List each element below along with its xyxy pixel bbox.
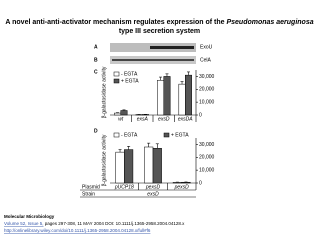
bar bbox=[157, 80, 165, 116]
bar bbox=[181, 181, 191, 184]
bar bbox=[144, 146, 154, 184]
y-axis-label: β-galactosidase activity bbox=[101, 134, 107, 186]
panel-label: B bbox=[94, 57, 98, 63]
blot-label: ExoU bbox=[200, 44, 213, 50]
bar bbox=[185, 74, 192, 116]
legend-label: + EGTA bbox=[171, 132, 189, 138]
title-part: A novel anti-anti-activator mechanism re… bbox=[5, 19, 226, 26]
bar bbox=[163, 76, 171, 116]
citation-line: Volume 52, Issue 5, pages 297-308, 11 MA… bbox=[4, 221, 185, 226]
y-tick-label: 0 bbox=[199, 180, 202, 186]
y-tick-label: 10,000 bbox=[199, 99, 215, 105]
legend-swatch bbox=[113, 78, 120, 84]
y-axis-label: β-galactosidase activity bbox=[101, 66, 107, 118]
y-tick-label: 10,000 bbox=[199, 167, 215, 173]
bar bbox=[120, 110, 128, 116]
panel-label: A bbox=[94, 44, 98, 50]
row-label: Strain bbox=[82, 191, 95, 197]
y-tick-label: 30,000 bbox=[199, 74, 215, 80]
y-tick-label: 30,000 bbox=[199, 142, 215, 148]
y-tick-label: 20,000 bbox=[199, 87, 215, 93]
legend-swatch bbox=[163, 132, 170, 138]
title-line-2: type III secretion system bbox=[119, 28, 200, 35]
x-tick-label: exsA bbox=[137, 116, 149, 122]
citation: pages 297-308, 11 MAY 2004 DOI: 10.1111/… bbox=[45, 221, 185, 226]
bar bbox=[124, 149, 134, 184]
title-part: Pseudomonas aeruginosa bbox=[226, 19, 313, 26]
title-line-1: A novel anti-anti-activator mechanism re… bbox=[5, 19, 313, 26]
legend-label: - EGTA bbox=[121, 132, 138, 138]
row-label: Plasmid bbox=[82, 184, 100, 190]
y-tick-label: 20,000 bbox=[199, 155, 215, 161]
blot-band bbox=[112, 59, 194, 61]
x-tick-label: exsDA bbox=[178, 116, 193, 122]
bar bbox=[178, 83, 186, 116]
blot-band bbox=[150, 46, 194, 49]
legend-swatch bbox=[113, 132, 120, 138]
panel-label: C bbox=[94, 69, 98, 75]
y-tick-label: 0 bbox=[199, 112, 202, 118]
bar bbox=[172, 182, 182, 184]
legend-label: + EGTA bbox=[121, 78, 139, 84]
panel-label: D bbox=[94, 128, 98, 134]
journal: Molecular Microbiology bbox=[4, 214, 55, 219]
x-tick-label: wt bbox=[118, 116, 124, 122]
legend-swatch bbox=[113, 71, 120, 77]
bar bbox=[152, 148, 162, 184]
bar bbox=[114, 112, 122, 116]
x-tick-label: exsD bbox=[158, 116, 170, 122]
url[interactable]: http://onlinelibrary.wiley.com/doi/10.11… bbox=[4, 228, 151, 233]
bar bbox=[115, 151, 125, 184]
row-value: exsD bbox=[147, 191, 159, 197]
x-tick-label: pUCP18 bbox=[114, 184, 134, 190]
x-tick-label: pexsD bbox=[145, 184, 161, 190]
blot-label: CelA bbox=[200, 57, 212, 63]
x-tick-label: pexsD bbox=[174, 184, 190, 190]
citation-link[interactable]: Volume 52, Issue 5, bbox=[4, 221, 44, 226]
legend-label: - EGTA bbox=[121, 71, 138, 77]
